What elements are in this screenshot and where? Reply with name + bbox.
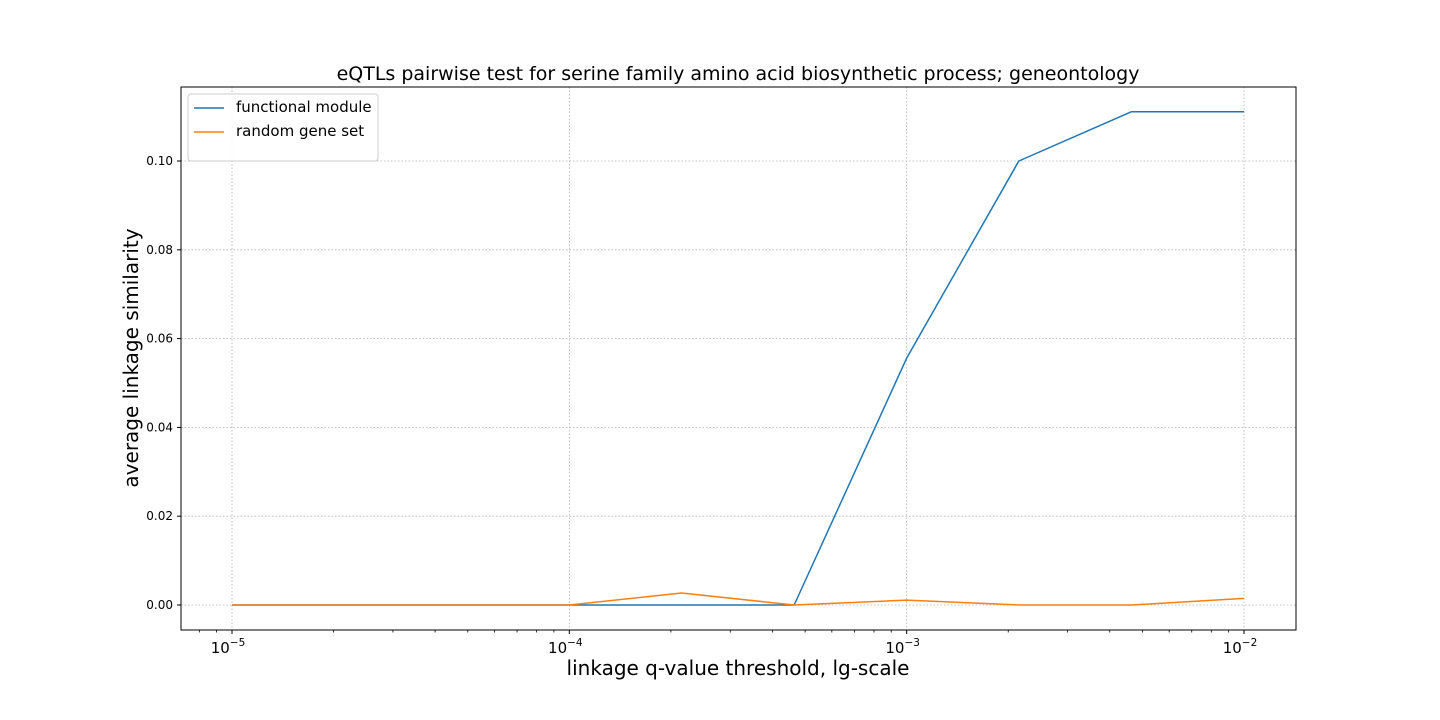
- x-tick-exponent: −3: [904, 637, 919, 649]
- x-axis: 10−5 10−4 10−3 10−2: [211, 630, 1258, 657]
- y-tick-label: 0.04: [146, 420, 173, 434]
- y-tick-label: 0.02: [146, 509, 173, 523]
- series-layer: [232, 110, 1245, 606]
- x-tick-exponent: −4: [567, 637, 583, 649]
- x-tick-base: 10: [885, 639, 904, 657]
- x-tick-label: 10−2: [1223, 637, 1258, 657]
- x-tick-base: 10: [211, 639, 230, 657]
- legend-box: [187, 93, 379, 162]
- y-tick-label: 0.08: [146, 243, 173, 257]
- legend-label: random gene set: [236, 122, 364, 140]
- x-tick-base: 10: [548, 639, 567, 657]
- legend-label: functional module: [236, 98, 372, 116]
- axes-frame: [180, 86, 1297, 631]
- x-tick-label: 10−3: [885, 637, 920, 657]
- x-tick-exponent: −2: [1242, 637, 1257, 649]
- y-tick-label: 0.06: [146, 332, 173, 346]
- y-tick-label: 0.10: [146, 154, 173, 168]
- legend: functional module random gene set: [187, 93, 379, 162]
- y-tick-label: 0.00: [146, 598, 173, 612]
- x-tick-label: 10−5: [211, 637, 246, 657]
- chart-title: eQTLs pairwise test for serine family am…: [337, 63, 1140, 85]
- grid-layer: [181, 87, 1296, 630]
- x-tick-base: 10: [1223, 639, 1242, 657]
- x-tick-exponent: −5: [230, 637, 245, 649]
- y-axis: 0.00 0.02 0.04 0.06 0.08 0.10: [146, 154, 181, 612]
- y-axis-label: average linkage similarity: [119, 228, 143, 487]
- series-line-functional-module: [232, 110, 1244, 606]
- x-axis-label: linkage q-value threshold, lg-scale: [567, 656, 910, 680]
- x-tick-label: 10−4: [548, 637, 583, 657]
- series-line-random-gene-set: [232, 592, 1245, 606]
